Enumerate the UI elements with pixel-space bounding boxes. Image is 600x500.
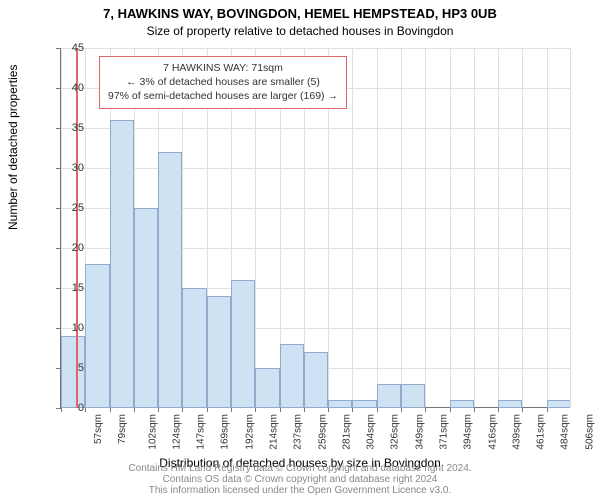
histogram-bar <box>304 352 328 408</box>
x-tick-label: 57sqm <box>93 414 104 444</box>
histogram-bar <box>182 288 206 408</box>
footer-line1: Contains HM Land Registry data © Crown c… <box>128 463 471 474</box>
x-tick-label: 484sqm <box>560 414 571 450</box>
gridline-vertical <box>474 48 475 408</box>
x-tick-label: 102sqm <box>147 414 158 450</box>
x-tick-mark <box>425 407 426 412</box>
histogram-bar <box>134 208 158 408</box>
gridline-vertical <box>352 48 353 408</box>
x-tick-label: 192sqm <box>244 414 255 450</box>
gridline-horizontal <box>61 128 571 129</box>
x-tick-label: 326sqm <box>390 414 401 450</box>
gridline-vertical <box>425 48 426 408</box>
gridline-vertical <box>498 48 499 408</box>
gridline-vertical <box>547 48 548 408</box>
histogram-bar <box>207 296 231 408</box>
reference-line <box>76 48 78 408</box>
gridline-vertical <box>377 48 378 408</box>
x-tick-label: 281sqm <box>341 414 352 450</box>
footer-attribution: Contains HM Land Registry data © Crown c… <box>0 463 600 496</box>
gridline-vertical <box>450 48 451 408</box>
x-tick-label: 416sqm <box>487 414 498 450</box>
y-tick-label: 30 <box>54 162 84 174</box>
histogram-bar <box>110 120 134 408</box>
y-tick-label: 35 <box>54 122 84 134</box>
y-tick-label: 40 <box>54 82 84 94</box>
x-tick-label: 214sqm <box>269 414 280 450</box>
gridline-horizontal <box>61 168 571 169</box>
annotation-line2: ← 3% of detached houses are smaller (5) <box>126 76 320 88</box>
x-tick-label: 461sqm <box>536 414 547 450</box>
x-tick-label: 394sqm <box>463 414 474 450</box>
histogram-bar <box>377 384 401 408</box>
gridline-horizontal <box>61 48 571 49</box>
page-subtitle: Size of property relative to detached ho… <box>0 21 600 38</box>
footer-line3: This information licensed under the Open… <box>149 485 451 496</box>
annotation-line1: 7 HAWKINS WAY: 71sqm <box>163 62 283 74</box>
y-tick-label: 45 <box>54 42 84 54</box>
x-tick-label: 439sqm <box>511 414 522 450</box>
histogram-bar <box>498 400 522 408</box>
footer-line2: Contains OS data © Crown copyright and d… <box>163 474 438 485</box>
histogram-bar <box>450 400 474 408</box>
y-tick-label: 10 <box>54 322 84 334</box>
x-tick-mark <box>522 407 523 412</box>
x-tick-mark <box>474 407 475 412</box>
y-tick-label: 0 <box>54 402 84 414</box>
plot-region: 7 HAWKINS WAY: 71sqm ← 3% of detached hou… <box>60 48 570 408</box>
annotation-box: 7 HAWKINS WAY: 71sqm ← 3% of detached hou… <box>99 56 347 109</box>
x-tick-label: 506sqm <box>584 414 595 450</box>
x-tick-label: 169sqm <box>220 414 231 450</box>
y-tick-label: 25 <box>54 202 84 214</box>
gridline-vertical <box>522 48 523 408</box>
y-tick-label: 5 <box>54 362 84 374</box>
y-axis-title: Number of detached properties <box>6 65 20 230</box>
x-tick-label: 79sqm <box>117 414 128 444</box>
histogram-bar <box>158 152 182 408</box>
chart-plot-area: 7 HAWKINS WAY: 71sqm ← 3% of detached hou… <box>60 48 570 408</box>
gridline-vertical <box>570 48 571 408</box>
histogram-bar <box>401 384 425 408</box>
histogram-bar <box>352 400 376 408</box>
x-tick-label: 371sqm <box>439 414 450 450</box>
annotation-line3: 97% of semi-detached houses are larger (… <box>108 90 338 102</box>
gridline-vertical <box>401 48 402 408</box>
histogram-bar <box>547 400 571 408</box>
y-tick-label: 15 <box>54 282 84 294</box>
histogram-bar <box>85 264 109 408</box>
histogram-bar <box>328 400 352 408</box>
page-title: 7, HAWKINS WAY, BOVINGDON, HEMEL HEMPSTE… <box>0 0 600 21</box>
x-tick-label: 349sqm <box>414 414 425 450</box>
chart-container: 7, HAWKINS WAY, BOVINGDON, HEMEL HEMPSTE… <box>0 0 600 500</box>
x-tick-label: 124sqm <box>171 414 182 450</box>
histogram-bar <box>280 344 304 408</box>
x-tick-label: 304sqm <box>366 414 377 450</box>
y-tick-label: 20 <box>54 242 84 254</box>
x-tick-label: 259sqm <box>317 414 328 450</box>
x-tick-label: 147sqm <box>196 414 207 450</box>
x-tick-label: 237sqm <box>293 414 304 450</box>
histogram-bar <box>231 280 255 408</box>
histogram-bar <box>255 368 279 408</box>
